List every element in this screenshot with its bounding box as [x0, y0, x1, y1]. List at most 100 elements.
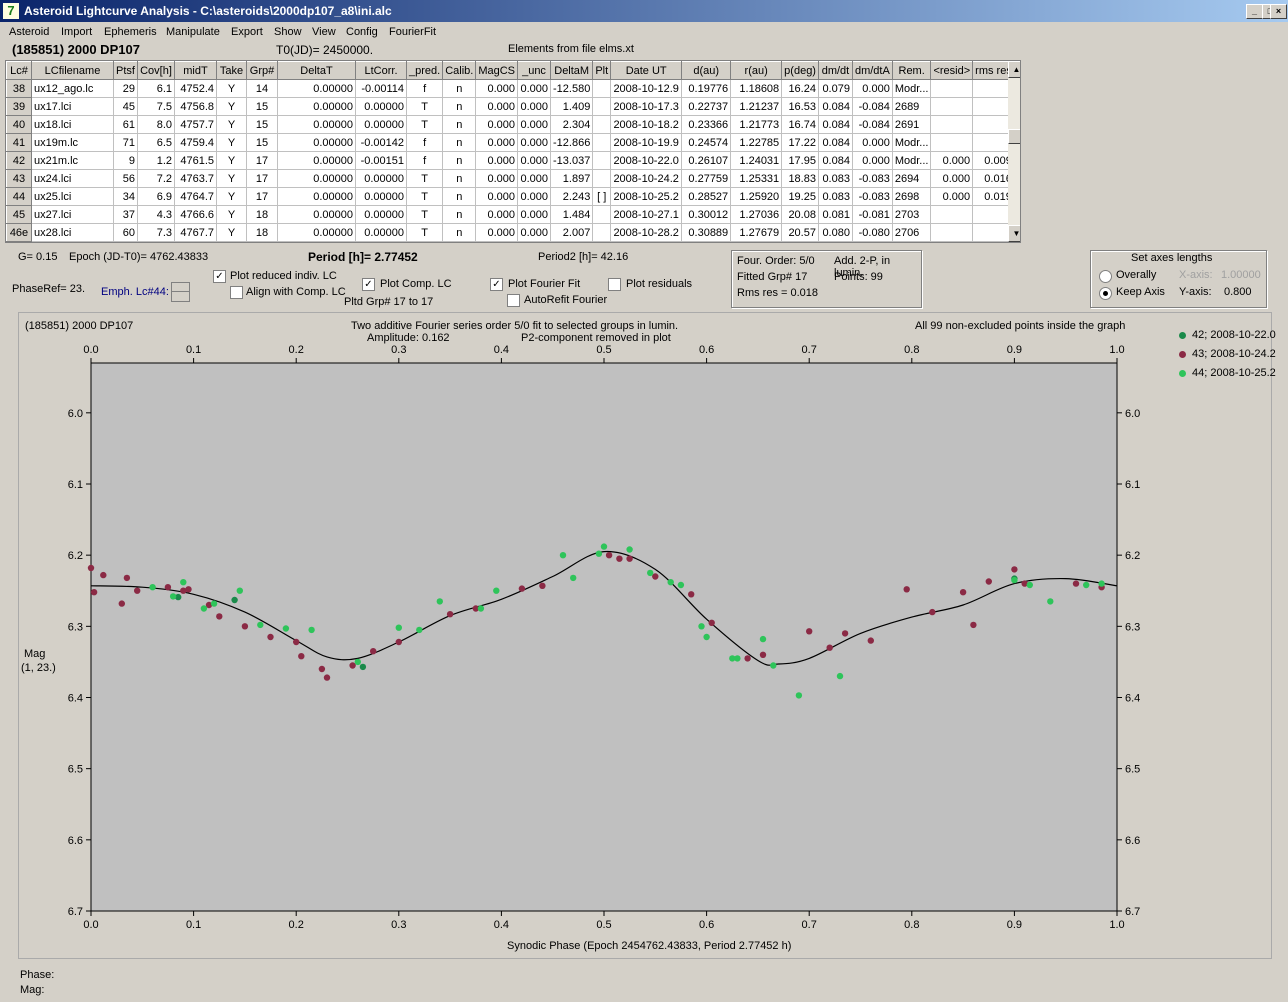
table-cell[interactable]: Y: [216, 223, 247, 242]
scroll-thumb[interactable]: [1008, 129, 1020, 144]
table-cell[interactable]: Y: [216, 151, 247, 170]
table-cell[interactable]: -0.00114: [355, 79, 407, 98]
minimize-button[interactable]: _: [1246, 4, 1263, 19]
table-cell[interactable]: -13.037: [550, 151, 594, 170]
table-cell[interactable]: 8.0: [137, 115, 175, 134]
table-cell[interactable]: ux18.lci: [31, 115, 114, 134]
table-cell[interactable]: 29: [113, 79, 138, 98]
table-cell[interactable]: 0.000: [517, 223, 552, 242]
table-cell[interactable]: T: [405, 169, 444, 188]
table-cell[interactable]: [592, 169, 612, 188]
table-cell[interactable]: 1.27036: [730, 205, 783, 224]
table-cell[interactable]: n: [442, 79, 477, 98]
column-header[interactable]: Grp#: [246, 61, 278, 80]
column-header[interactable]: Take: [216, 61, 247, 80]
table-cell[interactable]: 2706: [891, 223, 932, 242]
table-cell[interactable]: 15: [246, 133, 278, 152]
table-cell[interactable]: 0.000: [517, 169, 552, 188]
table-cell[interactable]: 2008-10-19.9: [610, 133, 683, 152]
table-cell[interactable]: Y: [216, 169, 247, 188]
table-cell[interactable]: 0.083: [817, 187, 853, 206]
table-cell[interactable]: ux19m.lc: [31, 133, 114, 152]
table-cell[interactable]: 6.1: [137, 79, 175, 98]
table-cell[interactable]: n: [442, 169, 477, 188]
table-cell[interactable]: 2008-10-28.2: [610, 223, 683, 242]
table-scrollbar[interactable]: ▲ ▼: [1008, 61, 1020, 242]
autorefit-checkbox[interactable]: [507, 294, 520, 307]
table-cell[interactable]: -0.084: [851, 115, 893, 134]
table-cell[interactable]: 0.083: [817, 169, 853, 188]
row-header[interactable]: 39: [6, 97, 32, 116]
table-cell[interactable]: 71: [113, 133, 138, 152]
table-cell[interactable]: -0.080: [851, 223, 893, 242]
table-cell[interactable]: 0.19776: [681, 79, 732, 98]
table-cell[interactable]: -0.00151: [355, 151, 407, 170]
table-cell[interactable]: 0.000: [930, 169, 974, 188]
period-value[interactable]: Period [h]= 2.77452: [308, 250, 418, 264]
table-cell[interactable]: [930, 205, 974, 224]
table-cell[interactable]: f: [405, 133, 444, 152]
table-row[interactable]: 41 ux19m.lc 71 6.5 4759.4 Y 15 0.00000 -0.00142 f…: [6, 133, 1015, 152]
table-cell[interactable]: n: [442, 151, 477, 170]
table-cell[interactable]: 0.22737: [681, 97, 732, 116]
table-cell[interactable]: ux24.lci: [31, 169, 114, 188]
table-cell[interactable]: 0.084: [817, 97, 853, 116]
table-cell[interactable]: 61: [113, 115, 138, 134]
table-cell[interactable]: 16.53: [781, 97, 819, 116]
table-cell[interactable]: Y: [216, 133, 247, 152]
table-cell[interactable]: 17: [246, 151, 278, 170]
table-cell[interactable]: 17.95: [781, 151, 819, 170]
table-cell[interactable]: ux25.lci: [31, 187, 114, 206]
table-cell[interactable]: 1.2: [137, 151, 175, 170]
table-cell[interactable]: -12.580: [550, 79, 594, 98]
table-cell[interactable]: 0.00000: [277, 133, 356, 152]
lightcurve-plot-panel[interactable]: 0.0 0.0 0.1 0.1 0.2 0.2 0.3 0.3 0.4 0.4 0.5 0.5 0.6 0…: [18, 312, 1276, 959]
table-cell[interactable]: 4764.7: [174, 187, 217, 206]
row-header[interactable]: 44: [6, 187, 32, 206]
table-cell[interactable]: 0.000: [930, 187, 974, 206]
row-header[interactable]: 42: [6, 151, 32, 170]
table-cell[interactable]: [592, 133, 612, 152]
table-cell[interactable]: Y: [216, 97, 247, 116]
table-cell[interactable]: 0.00000: [355, 187, 407, 206]
table-cell[interactable]: [592, 205, 612, 224]
table-cell[interactable]: 0.000: [475, 169, 519, 188]
table-cell[interactable]: 2008-10-12.9: [610, 79, 683, 98]
column-header[interactable]: Cov[h]: [137, 61, 175, 80]
table-cell[interactable]: 1.21237: [730, 97, 783, 116]
column-header[interactable]: dm/dtA: [851, 61, 893, 80]
column-header[interactable]: LCfilename: [31, 61, 114, 80]
table-cell[interactable]: [930, 115, 974, 134]
table-cell[interactable]: 2.304: [550, 115, 594, 134]
table-cell[interactable]: 0.000: [475, 187, 519, 206]
table-cell[interactable]: 0.00000: [277, 115, 356, 134]
row-header[interactable]: 43: [6, 169, 32, 188]
menu-fourierfit[interactable]: FourierFit: [389, 26, 437, 38]
table-cell[interactable]: f: [405, 151, 444, 170]
table-cell[interactable]: 0.000: [475, 115, 519, 134]
table-cell[interactable]: 20.08: [781, 205, 819, 224]
table-cell[interactable]: 17.22: [781, 133, 819, 152]
table-cell[interactable]: -0.00142: [355, 133, 407, 152]
table-cell[interactable]: 4756.8: [174, 97, 217, 116]
row-header[interactable]: 41: [6, 133, 32, 152]
table-cell[interactable]: 0.23366: [681, 115, 732, 134]
menu-show[interactable]: Show: [274, 26, 302, 38]
table-cell[interactable]: 0.00000: [277, 79, 356, 98]
table-cell[interactable]: 0.24574: [681, 133, 732, 152]
column-header[interactable]: LtCorr.: [355, 61, 407, 80]
table-cell[interactable]: 0.28527: [681, 187, 732, 206]
table-cell[interactable]: 45: [113, 97, 138, 116]
table-cell[interactable]: -0.083: [851, 187, 893, 206]
table-cell[interactable]: 18: [246, 205, 278, 224]
table-cell[interactable]: 2689: [891, 97, 932, 116]
table-cell[interactable]: 2008-10-25.2: [610, 187, 683, 206]
table-cell[interactable]: 18.83: [781, 169, 819, 188]
table-cell[interactable]: 1.27679: [730, 223, 783, 242]
table-row[interactable]: 46e ux28.lci 60 7.3 4767.7 Y 18 0.00000 0.00000 T…: [6, 223, 1015, 242]
